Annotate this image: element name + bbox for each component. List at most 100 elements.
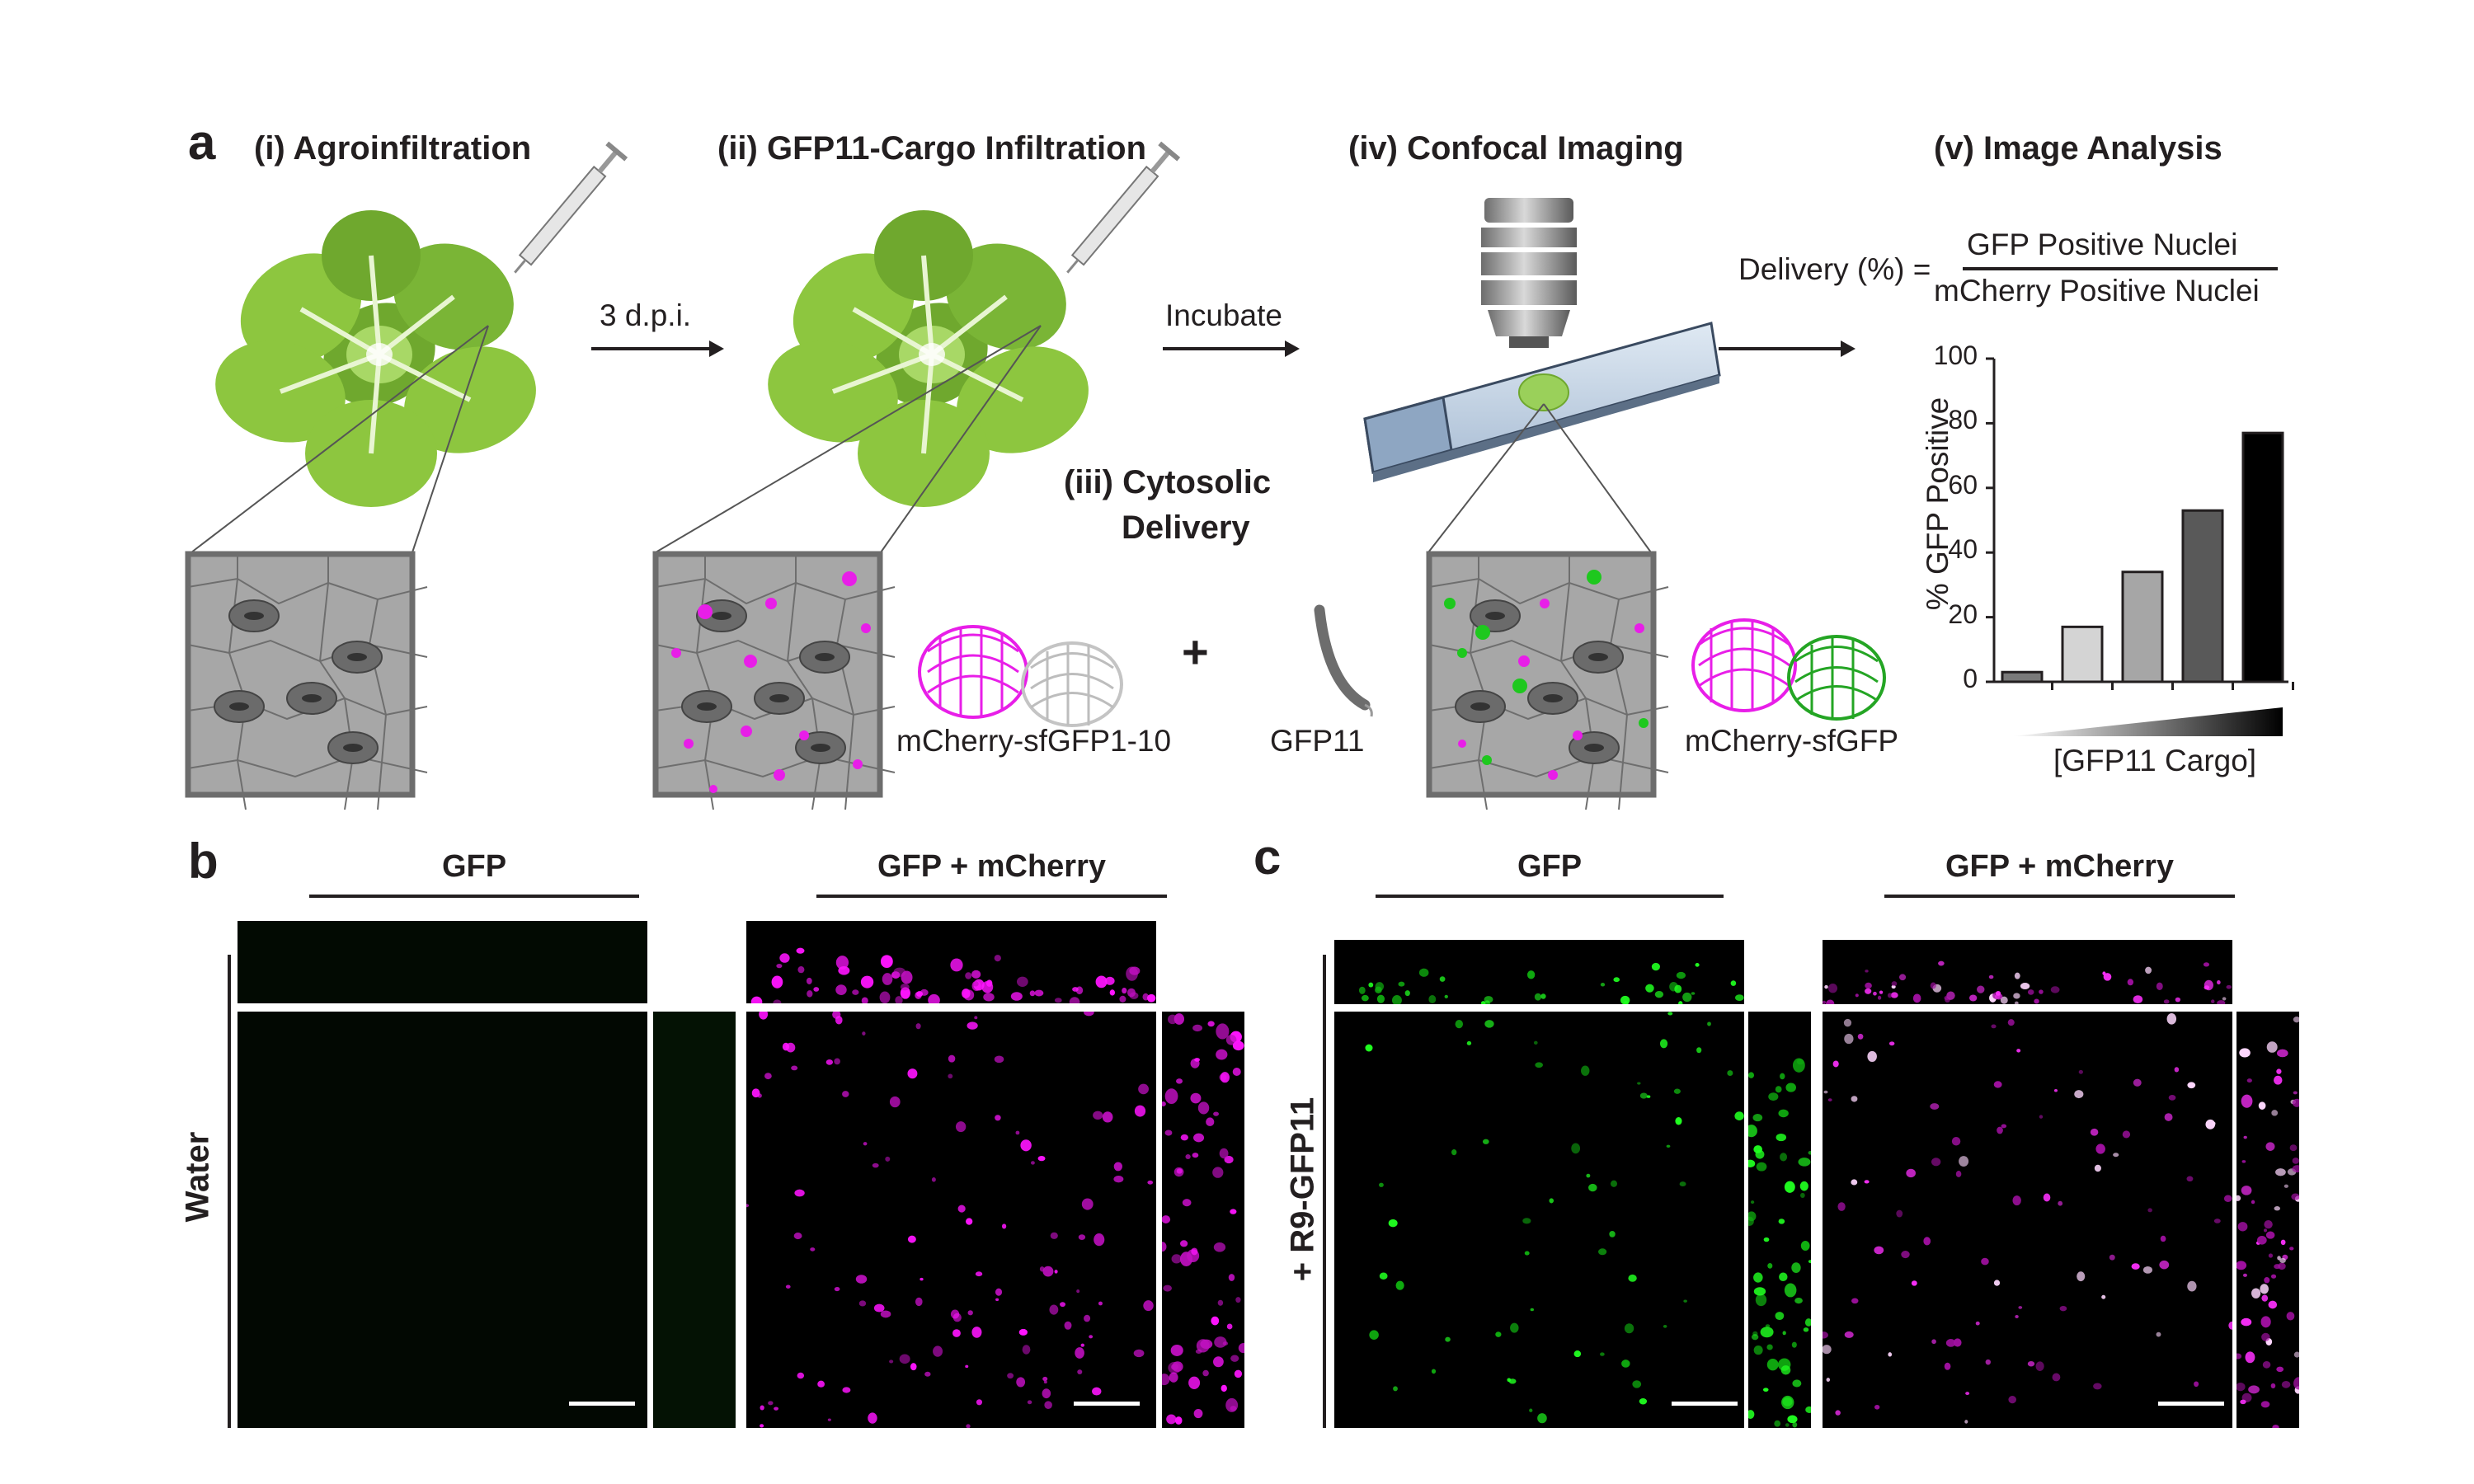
protein-mcherry-sfgfp-graphic (1691, 618, 1886, 721)
fluorescent-nucleus (1234, 1369, 1243, 1378)
fluorescent-nucleus (1222, 1341, 1229, 1345)
fluorescent-nucleus (1495, 1331, 1502, 1337)
fluorescent-nucleus (1180, 1134, 1188, 1141)
fluorescent-nucleus (1727, 1070, 1733, 1076)
fluorescent-nucleus (1206, 1117, 1215, 1126)
fluorescent-nucleus (2246, 1078, 2252, 1083)
fluorescent-nucleus (1610, 1180, 1618, 1187)
fluorescent-nucleus (873, 1303, 885, 1313)
fluorescent-nucleus (1851, 1179, 1858, 1186)
fluorescent-nucleus (2260, 1316, 2271, 1328)
fluorescent-nucleus (1756, 1162, 1767, 1172)
fluorescent-nucleus (995, 1298, 999, 1302)
fluorescent-nucleus (2280, 1239, 2286, 1246)
fluorescent-nucleus (2203, 962, 2210, 967)
step-agroinfiltration-label: (i) Agroinfiltration (254, 130, 532, 167)
fluorescent-nucleus (1959, 1156, 1969, 1167)
panel-c-col-merge: GFP + mCherry (1945, 849, 2175, 884)
fluorescent-nucleus (915, 1023, 921, 1030)
fluorescent-nucleus (1823, 1331, 1828, 1339)
fluorescent-nucleus (1126, 966, 1138, 981)
fluorescent-nucleus (2228, 1321, 2232, 1330)
fluorescent-nucleus (1571, 1143, 1581, 1154)
fluorescent-nucleus (1923, 1237, 1931, 1246)
fluorescent-nucleus (1084, 1012, 1094, 1017)
fluorescent-nucleus (1534, 993, 1542, 1001)
chart-x-ticks (2051, 682, 2294, 690)
fluorescent-nucleus (2276, 1366, 2284, 1373)
fluorescent-nucleus (1824, 984, 1828, 989)
fluorescent-nucleus (1428, 995, 1437, 1003)
fluorescent-nucleus (2262, 1361, 2271, 1369)
fluorescent-nucleus (2163, 999, 2170, 1004)
fluorescent-nucleus (1484, 1020, 1494, 1028)
fluorescent-nucleus (1182, 1199, 1192, 1207)
fluorescent-nucleus (1792, 1379, 1802, 1388)
fluorescent-nucleus (757, 1093, 762, 1098)
fluorescent-nucleus (2240, 1399, 2246, 1405)
fluorescent-nucleus (967, 1021, 978, 1030)
fluorescent-nucleus (1752, 1114, 1763, 1122)
fluorescent-nucleus (1194, 1058, 1200, 1062)
fluorescent-nucleus (1393, 1386, 1398, 1392)
fluorescent-nucleus (2278, 1262, 2286, 1270)
objective-lens-graphic (1481, 198, 1577, 348)
fluorescent-nucleus (1623, 1000, 1629, 1004)
fluorescent-nucleus (907, 1068, 918, 1079)
scale-bar (569, 1402, 635, 1406)
panel-letter-a: a (188, 115, 216, 170)
fluorescent-nucleus (1753, 1345, 1763, 1355)
fluorescent-nucleus (1766, 1344, 1773, 1350)
fluorescent-nucleus (1197, 1101, 1210, 1115)
fluorescent-nucleus (2166, 1012, 2177, 1025)
fluorescent-nucleus (1888, 1352, 1893, 1357)
fluorescent-nucleus (2263, 1228, 2268, 1233)
fluorescent-nucleus (1164, 1088, 1178, 1105)
fluorescent-nucleus (1018, 1328, 1028, 1336)
fluorescent-nucleus (2145, 966, 2152, 974)
fluorescent-nucleus (1224, 1155, 1234, 1164)
fluorescent-nucleus (1404, 990, 1410, 997)
fluorescent-nucleus (1891, 981, 1898, 987)
fluorescent-nucleus (750, 996, 763, 1003)
chart-bars (2001, 431, 2284, 683)
peptide-gfp11-label: GFP11 (1270, 724, 1365, 758)
fluorescent-nucleus (797, 965, 805, 974)
fluorescent-nucleus (1785, 1082, 1796, 1092)
fluorescent-nucleus (2261, 1332, 2270, 1341)
fluorescent-nucleus (1212, 1167, 1224, 1178)
fluorescent-nucleus (950, 1309, 960, 1319)
fluorescent-nucleus (1217, 1299, 1224, 1306)
fluorescent-nucleus (994, 1055, 1004, 1064)
fluorescent-nucleus (2035, 1361, 2044, 1371)
fluorescent-nucleus (1064, 1321, 1072, 1330)
fluorescent-nucleus (1792, 1421, 1798, 1428)
fluorescent-nucleus (1375, 986, 1382, 993)
fluorescent-nucleus (1874, 1404, 1880, 1410)
fluorescent-nucleus (1945, 1339, 1956, 1347)
fluorescent-nucleus (759, 1012, 769, 1020)
fluorescent-nucleus (1526, 970, 1536, 979)
fluorescent-nucleus (2293, 1091, 2298, 1095)
fluorescent-nucleus (834, 1058, 840, 1065)
fluorescent-nucleus (1540, 993, 1546, 999)
fluorescent-nucleus (2239, 1048, 2251, 1058)
fluorescent-nucleus (1193, 1409, 1203, 1419)
fluorescent-nucleus (966, 1424, 971, 1428)
fluorescent-nucleus (2289, 1247, 2294, 1251)
fluorescent-nucleus (920, 989, 929, 996)
fluorescent-nucleus (1395, 1280, 1404, 1290)
fluorescent-nucleus (2226, 984, 2232, 989)
protein-mcherry-sfgfp1-10-graphic (918, 625, 1123, 727)
fluorescent-nucleus (1632, 1380, 1642, 1388)
fluorescent-nucleus (1995, 993, 2003, 1000)
fluorescent-nucleus (1898, 974, 1907, 981)
fluorescent-nucleus (1522, 1218, 1531, 1224)
fluorescent-nucleus (1877, 995, 1882, 1000)
fluorescent-nucleus (2018, 1306, 2023, 1309)
fluorescent-nucleus (2248, 1385, 2260, 1394)
fluorescent-nucleus (1020, 1139, 1032, 1152)
protein-mcherry-sfgfp1-10-label: mCherry-sfGFP1-10 (896, 724, 1172, 758)
fluorescent-nucleus (825, 1059, 834, 1065)
fluorescent-nucleus (760, 1405, 764, 1411)
